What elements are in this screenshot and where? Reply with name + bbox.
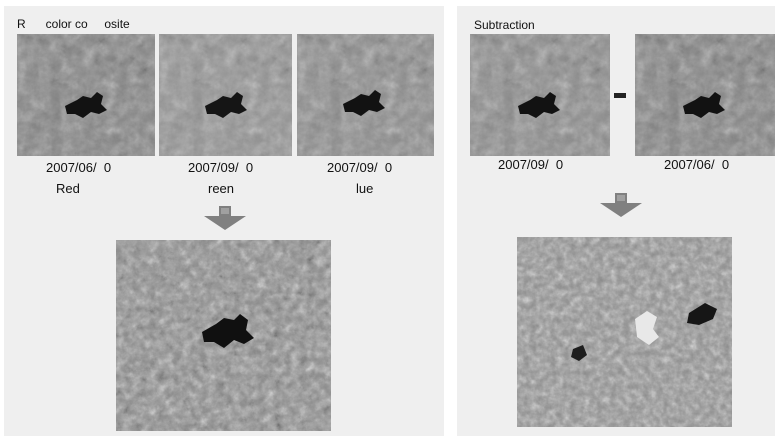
input-image-blue	[297, 34, 434, 156]
rgb-composite-title: R color co osite	[17, 17, 130, 31]
input-image-red	[17, 34, 155, 156]
red-input-date: 2007/06/ 0	[46, 160, 112, 175]
subtraction-subtrahend-image	[635, 34, 775, 156]
blue-band-label: lue	[356, 181, 374, 196]
green-input-date: 2007/09/ 0	[188, 160, 254, 175]
input-image-green	[159, 34, 292, 156]
down-arrow-icon	[204, 206, 246, 230]
minus-operator	[614, 93, 626, 98]
blue-input-date: 2007/09/ 0	[327, 160, 393, 175]
red-band-label: Red	[56, 181, 80, 196]
subtraction-output-image	[517, 237, 732, 427]
green-band-label: reen	[208, 181, 235, 196]
subtraction-title: Subtraction	[474, 18, 535, 32]
subtrahend-date: 2007/06/ 0	[664, 157, 730, 172]
minuend-date: 2007/09/ 0	[498, 157, 564, 172]
subtraction-minuend-image	[470, 34, 610, 156]
down-arrow-icon	[600, 193, 642, 217]
rgb-composite-output-image	[116, 240, 331, 431]
